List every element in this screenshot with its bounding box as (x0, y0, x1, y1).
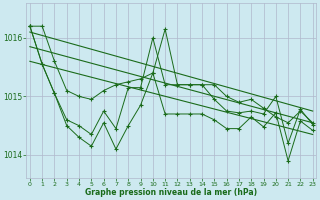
X-axis label: Graphe pression niveau de la mer (hPa): Graphe pression niveau de la mer (hPa) (85, 188, 257, 197)
